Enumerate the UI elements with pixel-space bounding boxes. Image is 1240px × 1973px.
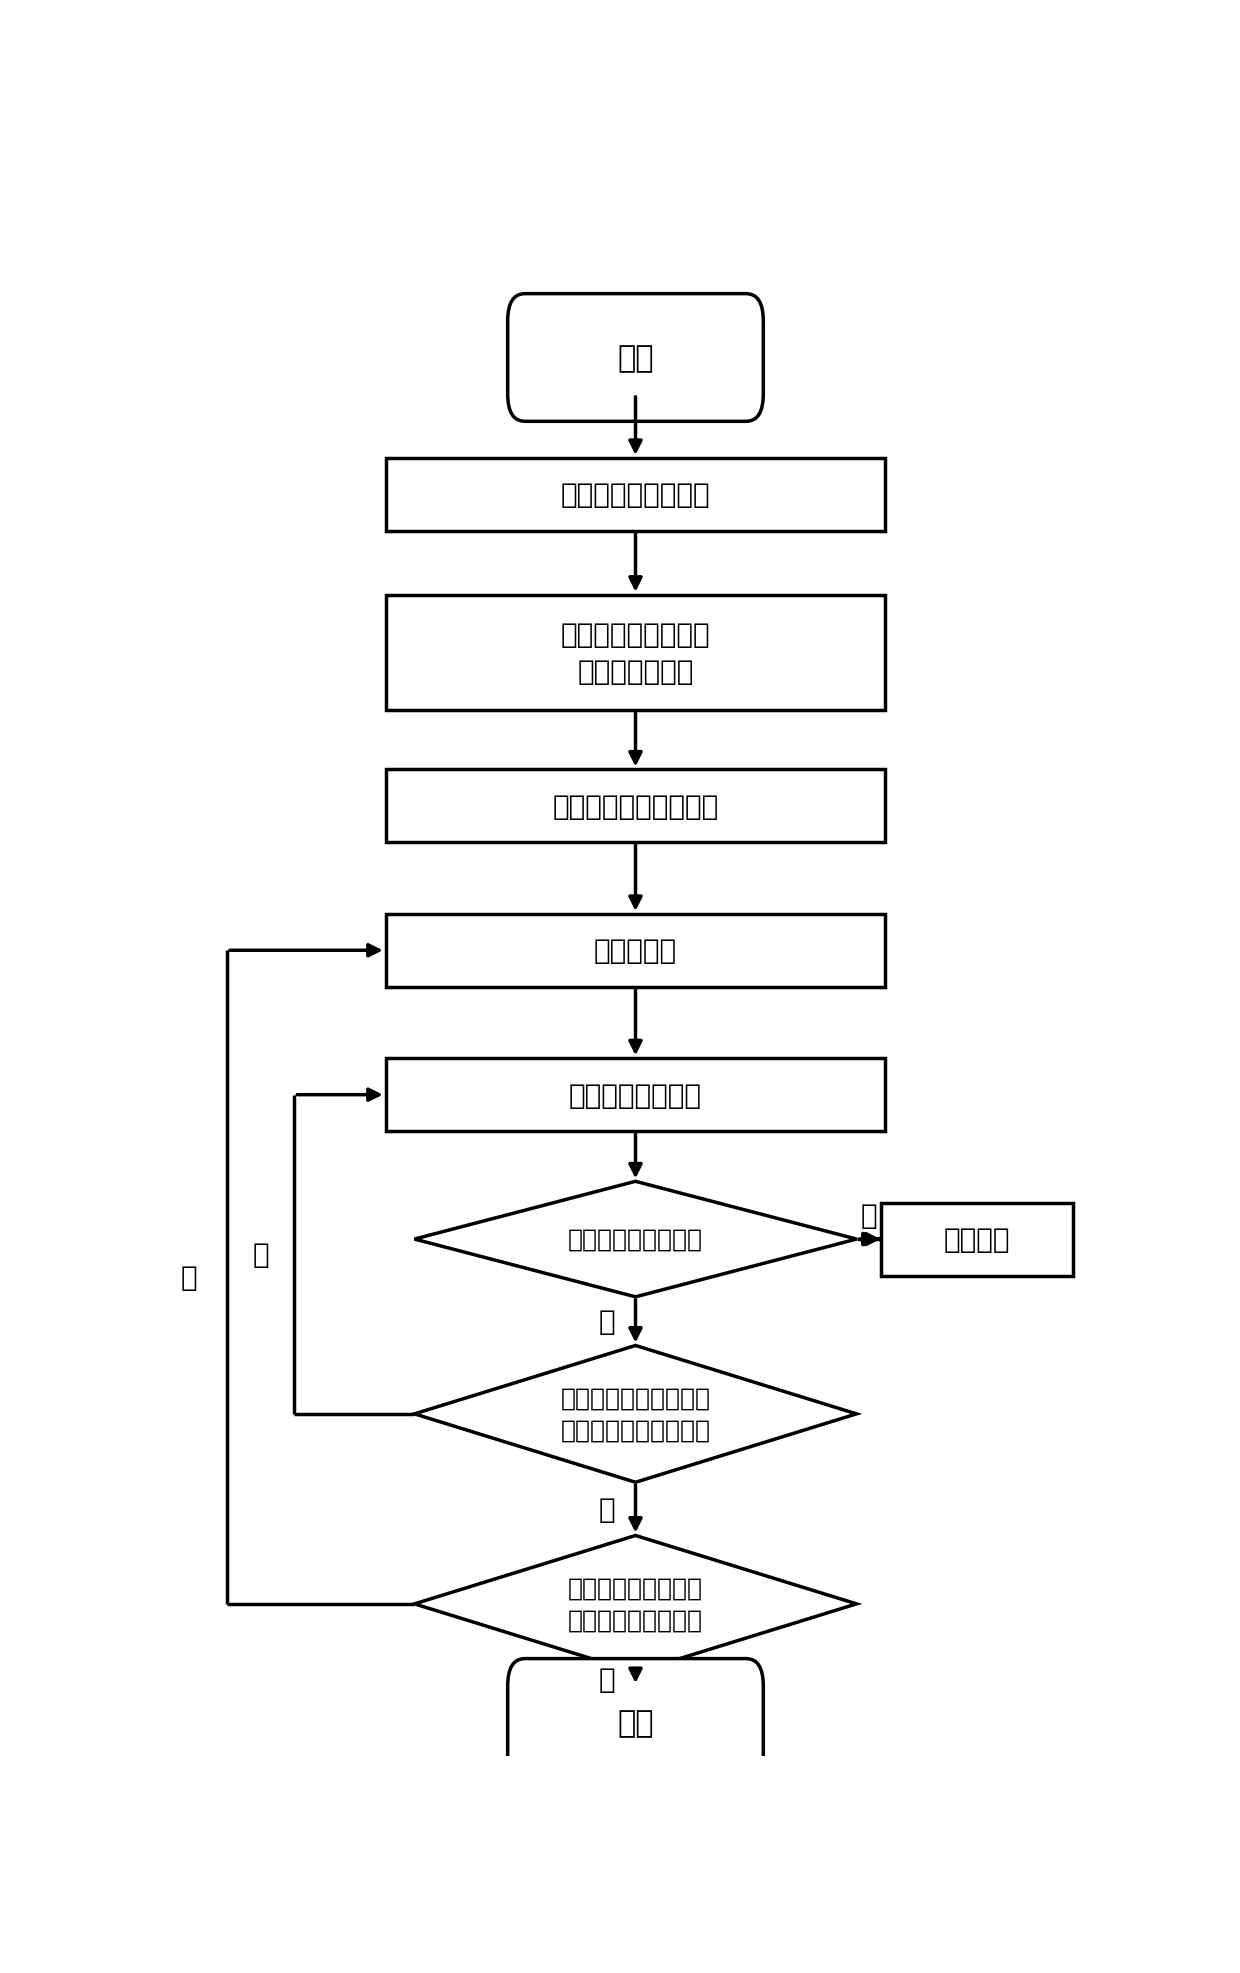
Text: 拆卸下一种类型大小
紧固件直至完全拆卸: 拆卸下一种类型大小 紧固件直至完全拆卸	[568, 1576, 703, 1632]
Text: 否: 否	[180, 1263, 197, 1292]
Text: 工控机解析紧固件类
型、大小和坐标: 工控机解析紧固件类 型、大小和坐标	[560, 621, 711, 685]
Text: 更换电批头: 更换电批头	[594, 937, 677, 965]
Text: 拆卸下一个同类型大小
紧固件，直至完成拆卸: 拆卸下一个同类型大小 紧固件，直至完成拆卸	[560, 1387, 711, 1442]
Text: 否: 否	[861, 1202, 877, 1229]
Bar	[386, 1060, 885, 1133]
FancyBboxPatch shape	[507, 294, 764, 422]
Text: 开始: 开始	[618, 343, 653, 373]
Text: 数据传至机械手控制器: 数据传至机械手控制器	[552, 793, 719, 821]
Polygon shape	[414, 1182, 857, 1296]
Text: 是: 是	[599, 1496, 615, 1523]
Bar	[386, 596, 885, 710]
FancyBboxPatch shape	[507, 1659, 764, 1786]
Polygon shape	[414, 1346, 857, 1482]
Bar	[386, 913, 885, 986]
Text: 采集工件图像和测距: 采集工件图像和测距	[560, 481, 711, 509]
Text: 是: 是	[599, 1308, 615, 1336]
Bar	[880, 1204, 1073, 1277]
Bar	[386, 458, 885, 531]
Text: 判断紧固件是否拆卸: 判断紧固件是否拆卸	[568, 1227, 703, 1251]
Text: 否: 否	[253, 1241, 269, 1269]
Bar	[386, 769, 885, 842]
Text: 按坐标拆卸紧固件: 按坐标拆卸紧固件	[569, 1081, 702, 1109]
Text: 系统报警: 系统报警	[944, 1225, 1009, 1253]
Text: 是: 是	[599, 1665, 615, 1693]
Text: 结束: 结束	[618, 1709, 653, 1736]
Polygon shape	[414, 1535, 857, 1673]
